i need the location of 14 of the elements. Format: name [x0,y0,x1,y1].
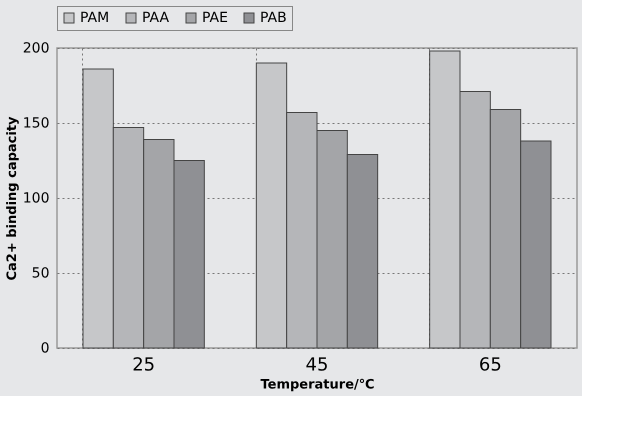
y-tick-label: 150 [22,116,50,132]
legend-label: PAA [142,10,170,26]
legend-label: PAB [260,10,287,26]
x-tick-label: 65 [478,354,502,376]
y-tick-label: 50 [32,266,50,282]
y-tick-label: 0 [40,340,50,356]
y-axis-title: Ca2+ binding capacity [4,116,20,281]
legend-label: PAM [80,10,110,26]
x-tick-label: 45 [306,354,328,376]
y-tick-label: 100 [22,190,50,206]
y-tick-label: 200 [22,40,50,56]
legend-label: PAE [202,10,228,26]
x-axis-title: Temperature/℃ [260,378,374,392]
x-tick-label: 25 [132,354,156,376]
